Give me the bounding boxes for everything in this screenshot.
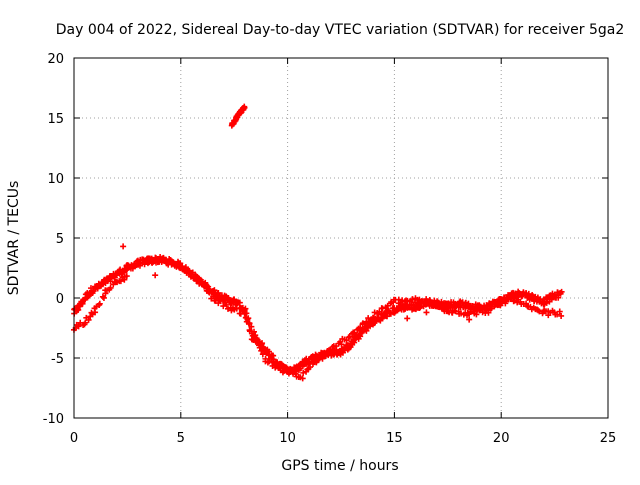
data-point xyxy=(201,283,208,290)
data-point xyxy=(555,294,562,301)
grid-lines xyxy=(74,58,608,418)
data-point xyxy=(186,268,193,275)
data-point xyxy=(248,323,255,330)
x-axis-label: GPS time / hours xyxy=(281,458,398,474)
data-point xyxy=(307,364,314,371)
data-point xyxy=(82,319,89,326)
y-tick-label: 15 xyxy=(47,112,64,127)
x-tick-label: 20 xyxy=(493,431,510,446)
data-point xyxy=(246,320,253,327)
x-tick-label: 5 xyxy=(177,431,185,446)
data-point xyxy=(300,369,307,376)
data-point xyxy=(376,308,383,315)
data-point xyxy=(507,295,514,302)
data-point xyxy=(223,301,230,308)
data-point xyxy=(256,344,263,351)
data-point xyxy=(252,332,259,339)
x-tick-label: 25 xyxy=(600,431,617,446)
data-point xyxy=(117,278,124,285)
data-point xyxy=(292,370,299,377)
data-point xyxy=(357,324,364,331)
data-point xyxy=(502,300,509,307)
data-point xyxy=(343,337,350,344)
data-point xyxy=(85,316,92,323)
y-tick-label: 0 xyxy=(56,292,64,307)
data-point xyxy=(100,294,107,301)
data-point xyxy=(120,243,127,250)
data-point xyxy=(338,341,345,348)
y-tick-label: 10 xyxy=(47,172,64,187)
data-point xyxy=(214,290,221,297)
data-point xyxy=(241,104,248,111)
data-point xyxy=(233,305,240,312)
data-point xyxy=(99,293,106,300)
data-point xyxy=(370,314,377,321)
data-point xyxy=(194,274,201,281)
data-point xyxy=(220,303,227,310)
data-point xyxy=(384,302,391,309)
data-point xyxy=(485,309,492,316)
data-point xyxy=(75,323,82,330)
data-point xyxy=(245,315,252,322)
data-point xyxy=(327,347,334,354)
data-point xyxy=(558,288,565,295)
y-tick-label: 20 xyxy=(47,52,64,67)
data-point xyxy=(404,315,411,322)
y-tick-label: 5 xyxy=(56,232,64,247)
axis-ticks: 0 5 10 15 20 25 -10 -5 0 5 10 15 20 xyxy=(43,52,617,446)
data-point xyxy=(357,333,364,340)
data-point xyxy=(107,278,114,285)
data-point xyxy=(299,375,306,382)
data-point xyxy=(216,296,223,303)
data-point xyxy=(324,347,331,354)
x-tick-label: 10 xyxy=(279,431,296,446)
y-tick-label: -10 xyxy=(43,412,64,427)
data-point xyxy=(136,260,143,267)
data-point xyxy=(123,273,130,280)
data-point xyxy=(363,318,370,325)
data-point xyxy=(241,310,248,317)
data-point xyxy=(251,328,258,335)
data-point xyxy=(320,352,327,359)
data-point xyxy=(259,351,266,358)
data-point xyxy=(92,309,99,316)
data-point xyxy=(236,299,243,306)
data-point xyxy=(258,347,265,354)
data-point xyxy=(556,308,563,315)
data-point xyxy=(351,329,358,336)
data-point xyxy=(206,289,213,296)
data-point xyxy=(152,272,159,279)
x-tick-label: 0 xyxy=(70,431,78,446)
data-point xyxy=(217,298,224,305)
data-point xyxy=(192,271,199,278)
chart-title: Day 004 of 2022, Sidereal Day-to-day VTE… xyxy=(56,22,625,38)
y-axis-label: SDTVAR / TECUs xyxy=(6,181,22,296)
data-point xyxy=(423,309,430,316)
data-point xyxy=(96,300,103,307)
data-point xyxy=(254,340,261,347)
x-tick-label: 15 xyxy=(386,431,403,446)
data-point xyxy=(276,364,283,371)
y-tick-label: -5 xyxy=(51,352,64,367)
data-points xyxy=(70,103,565,382)
data-point xyxy=(558,312,565,319)
data-point xyxy=(466,316,473,323)
data-point xyxy=(315,356,322,363)
data-point xyxy=(107,284,114,291)
data-point xyxy=(210,293,217,300)
data-point xyxy=(508,292,515,299)
